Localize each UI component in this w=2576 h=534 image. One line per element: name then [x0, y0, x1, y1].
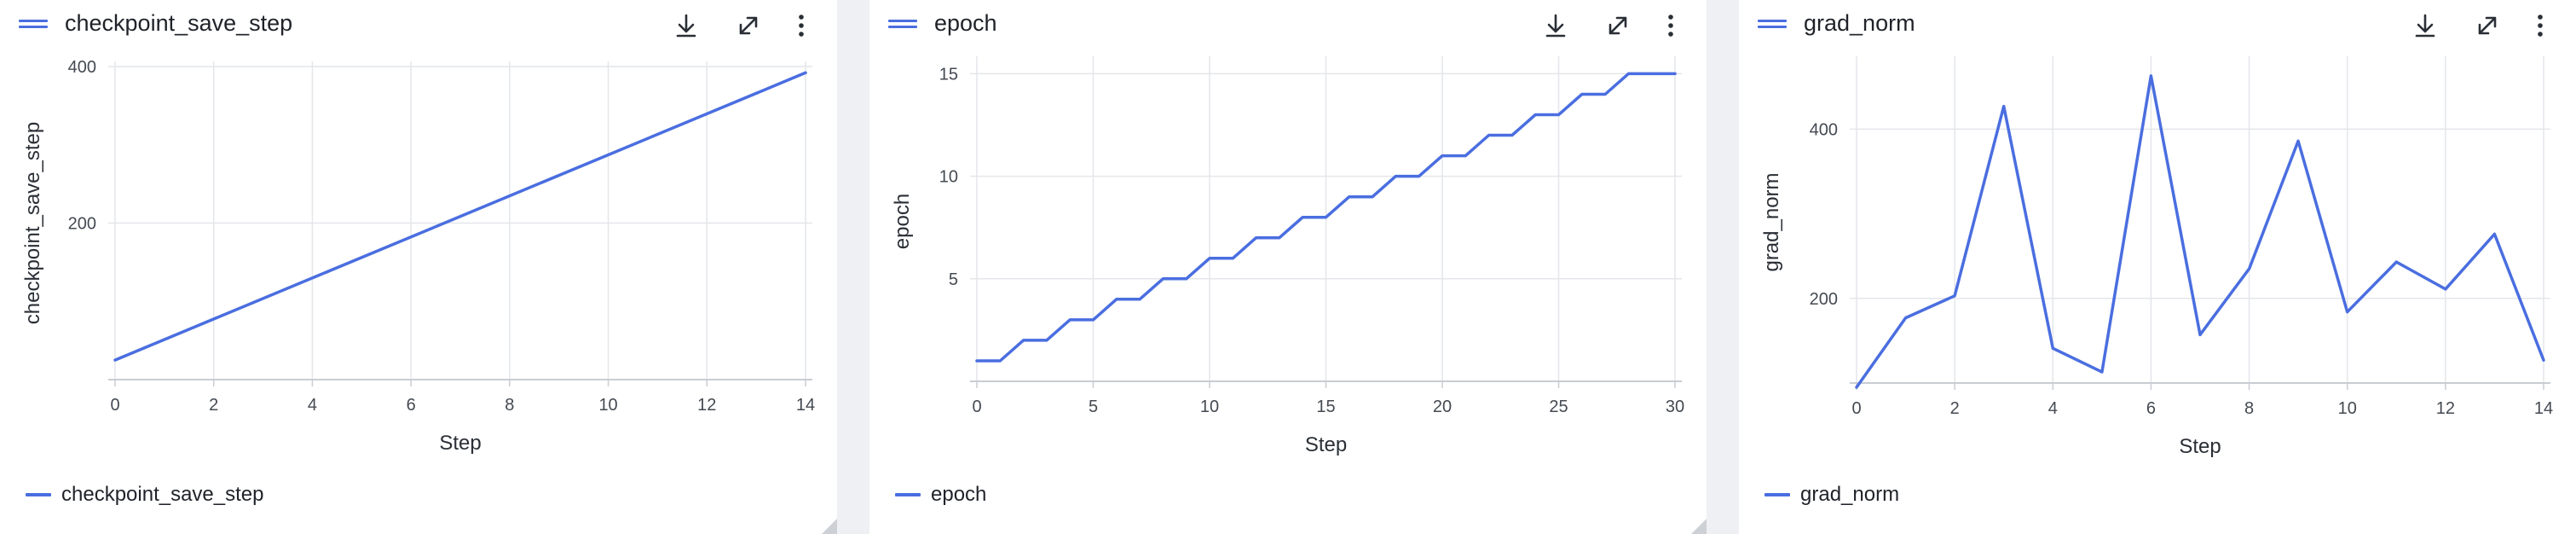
x-tick-label: 14 [796, 396, 815, 415]
y-tick-label: 400 [1810, 120, 1838, 139]
more-vertical-icon[interactable] [1654, 9, 1688, 43]
panel-header: epoch [869, 0, 1707, 51]
x-tick-label: 0 [1851, 399, 1861, 418]
legend[interactable]: grad_norm [1765, 478, 1899, 512]
chart-svg: 0 5 10 15 20 25 30 5 10 15 Step epoch [891, 56, 1684, 456]
x-tick-label: 8 [505, 396, 514, 415]
y-tick-label: 200 [68, 215, 96, 234]
panel-title: epoch [934, 10, 997, 36]
x-tick-label: 6 [2146, 399, 2156, 418]
series-line-grad-norm [1855, 74, 2545, 389]
legend[interactable]: checkpoint_save_step [26, 478, 264, 512]
x-axis-title: Step [439, 432, 481, 455]
expand-icon[interactable] [731, 9, 765, 43]
drag-handle-icon[interactable] [19, 20, 48, 28]
y-tick-label: 10 [939, 168, 958, 187]
download-icon[interactable] [1539, 9, 1573, 43]
x-tick-label: 10 [1200, 398, 1219, 416]
x-tick-label: 30 [1666, 398, 1684, 416]
x-tick-label: 2 [1950, 399, 1960, 418]
chart-panel-checkpoint-save-step: checkpoint_save_step 0 2 4 6 8 10 12 14 200 400 St… [0, 0, 837, 534]
more-vertical-icon[interactable] [2523, 9, 2557, 43]
drag-handle-icon[interactable] [1758, 20, 1787, 28]
x-tick-label: 5 [1089, 398, 1098, 416]
legend[interactable]: epoch [895, 478, 986, 512]
legend-label: checkpoint_save_step [61, 483, 264, 506]
x-tick-label: 12 [697, 396, 716, 415]
x-tick-label: 2 [209, 396, 218, 415]
legend-label: epoch [931, 483, 987, 506]
chart-panel-grad-norm: grad_norm 0 2 4 6 8 10 12 14 200 400 Step grad_norm… [1739, 0, 2576, 534]
series-line-epoch [975, 72, 1677, 363]
chart-svg: 0 2 4 6 8 10 12 14 200 400 Step grad_norm [1760, 56, 2553, 458]
expand-icon[interactable] [1601, 9, 1635, 43]
x-tick-label: 4 [2048, 399, 2058, 418]
x-tick-label: 10 [2338, 399, 2357, 418]
x-tick-label: 4 [308, 396, 317, 415]
x-tick-label: 0 [110, 396, 119, 415]
x-tick-label: 15 [1316, 398, 1335, 416]
panel-title: checkpoint_save_step [65, 10, 293, 36]
y-axis-title: checkpoint_save_step [21, 122, 44, 325]
y-tick-label: 200 [1810, 290, 1838, 309]
download-icon[interactable] [669, 9, 703, 43]
more-vertical-icon[interactable] [784, 9, 818, 43]
drag-handle-icon[interactable] [888, 20, 917, 28]
x-tick-label: 14 [2534, 399, 2553, 418]
x-tick-label: 25 [1549, 398, 1568, 416]
y-axis-title: grad_norm [1760, 172, 1783, 271]
panel-header: checkpoint_save_step [0, 0, 837, 51]
x-tick-label: 20 [1433, 398, 1452, 416]
series-line-checkpoint-save-step [113, 71, 807, 362]
y-tick-label: 400 [68, 58, 96, 77]
chart-svg: 0 2 4 6 8 10 12 14 200 400 Step checkpoint_save_ste… [21, 58, 815, 455]
download-icon[interactable] [2408, 9, 2442, 43]
x-tick-label: 8 [2244, 399, 2254, 418]
x-tick-label: 10 [598, 396, 617, 415]
expand-icon[interactable] [2470, 9, 2504, 43]
y-axis-title: epoch [891, 194, 914, 249]
chart-panel-epoch: epoch 0 5 10 15 20 25 30 5 10 15 Step epoch epoch [869, 0, 1707, 534]
panel-title: grad_norm [1804, 10, 1915, 36]
y-tick-label: 15 [939, 65, 958, 84]
panel-header: grad_norm [1739, 0, 2576, 51]
legend-swatch [26, 493, 51, 496]
legend-swatch [895, 493, 921, 496]
x-axis-title: Step [2179, 435, 2221, 458]
legend-swatch [1765, 493, 1790, 496]
x-tick-label: 12 [2436, 399, 2455, 418]
x-axis-title: Step [1305, 433, 1347, 456]
x-tick-label: 0 [972, 398, 981, 416]
resize-handle-icon[interactable] [822, 519, 837, 534]
y-tick-label: 5 [949, 270, 958, 289]
legend-label: grad_norm [1800, 483, 1900, 506]
resize-handle-icon[interactable] [1691, 519, 1707, 534]
x-tick-label: 6 [407, 396, 416, 415]
